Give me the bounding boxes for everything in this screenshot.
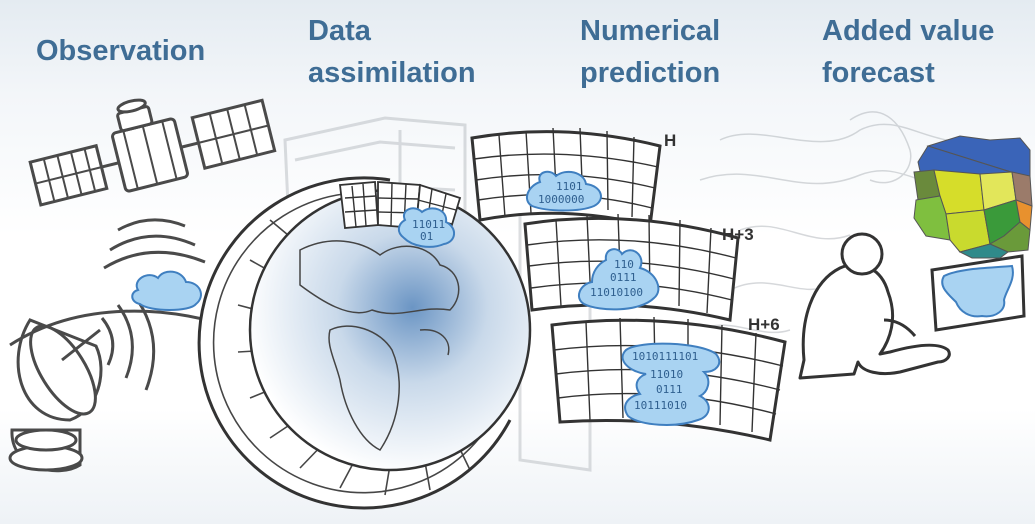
frame-h3-binary-line-1: 110 [614,258,634,271]
forecast-frame-h: 1101 1000000 [470,127,662,228]
globe-icon: 11011 01 [197,176,532,510]
globe-binary-line-1: 11011 [412,218,445,231]
forecast-frame-h3: 110 0111 11010100 [523,213,740,322]
satellite-icon [28,98,277,207]
stage-heading-forecast-line-1: Added value [822,15,995,47]
stage-heading-assimilation-line-1: Data [308,15,371,47]
monitor-icon [930,254,1026,332]
frame-h6-binary-line-4: 10111010 [634,399,687,412]
globe-cloud [397,207,455,248]
frame-h6-binary-line-1: 1010111101 [632,350,698,363]
stage-heading-forecast-line-2: forecast [822,57,935,89]
stage-heading-prediction-line-1: Numerical [580,15,721,47]
africa-map-icon [913,135,1033,259]
signal-waves [103,218,206,270]
frame-label-h3: H+3 [722,225,754,244]
frame-label-h6: H+6 [748,315,780,334]
stage-heading-prediction-line-2: prediction [580,57,721,89]
cloud-icon [131,270,202,311]
frame-h3-binary-line-2: 0111 [610,271,637,284]
frame-h-binary-line-1: 1101 [556,180,583,193]
stage-heading-observation: Observation [36,35,206,67]
frame-h3-binary-line-3: 11010100 [590,286,643,299]
stage-heading-assimilation-line-2: assimilation [308,57,476,89]
forecast-frame-h6: 1010111101 11010 0111 10111010 [550,316,787,442]
radar-dish-icon [8,318,103,473]
frame-h6-binary-line-2: 11010 [650,368,683,381]
globe-binary-line-2: 01 [420,230,433,243]
forecaster-icon [798,232,951,380]
frame-label-h: H [664,131,676,150]
frame-h6-binary-line-3: 0111 [656,383,683,396]
signal-waves-dish [100,294,156,391]
frame-h-binary-line-2: 1000000 [538,193,584,206]
